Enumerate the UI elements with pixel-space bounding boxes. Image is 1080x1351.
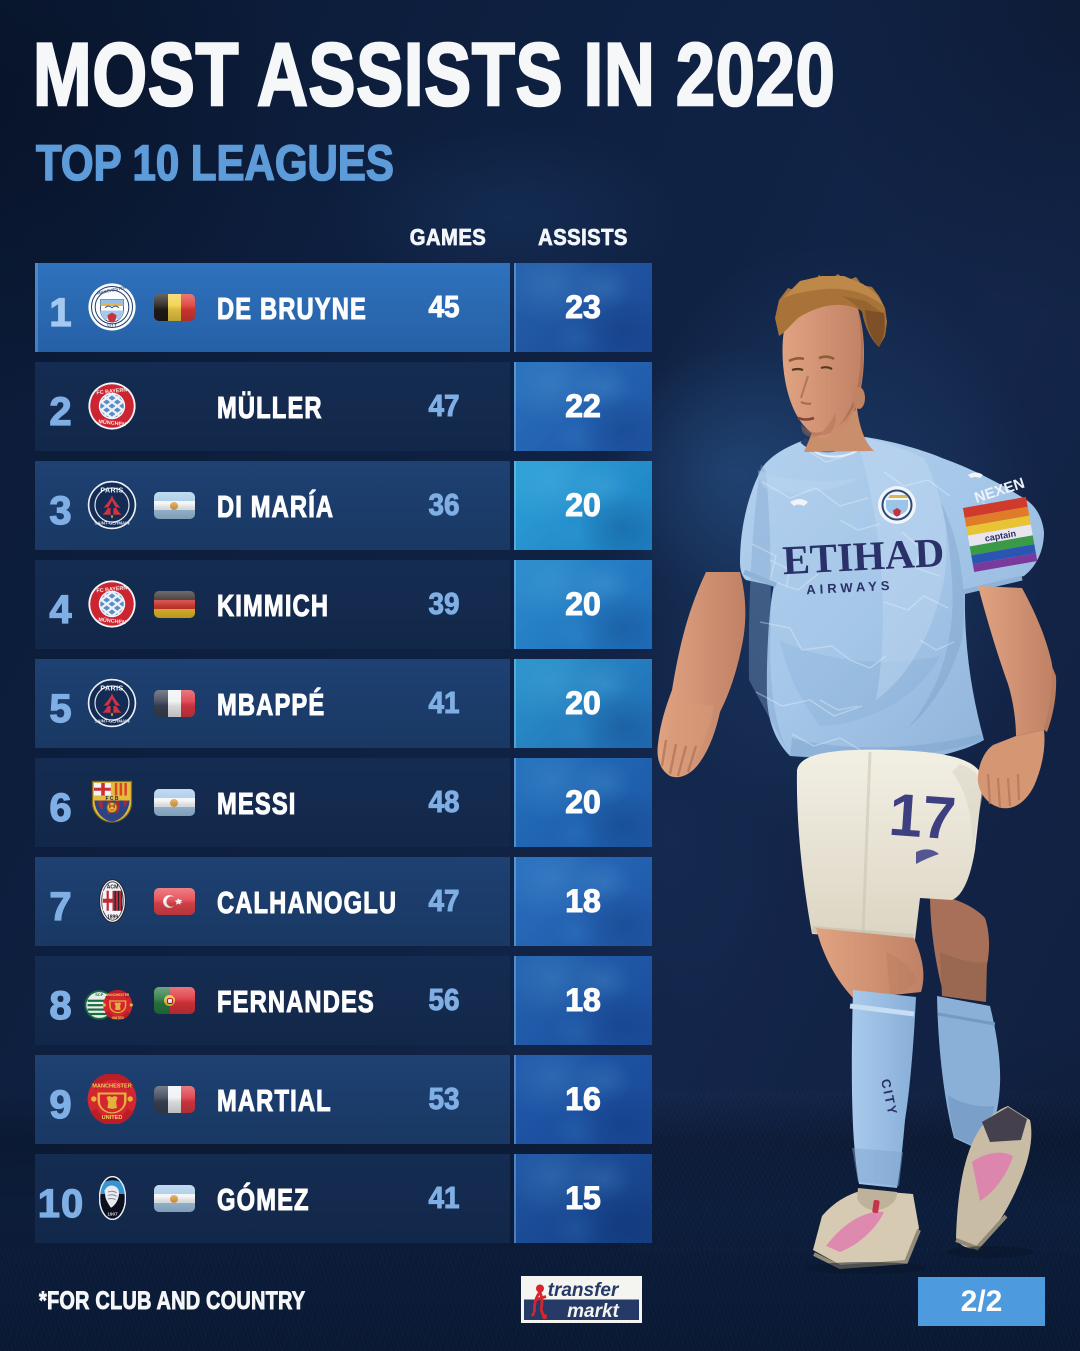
svg-text:CITY: CITY bbox=[107, 322, 117, 327]
svg-text:MÜNCHEN: MÜNCHEN bbox=[98, 616, 126, 626]
svg-text:MANCHESTER: MANCHESTER bbox=[106, 993, 130, 997]
svg-text:PARIS: PARIS bbox=[100, 686, 123, 693]
svg-text:MÜNCHEN: MÜNCHEN bbox=[98, 418, 126, 428]
svg-text:UNITED: UNITED bbox=[112, 1016, 125, 1020]
svg-text:FC BAYERN: FC BAYERN bbox=[96, 585, 128, 594]
svg-text:ACM: ACM bbox=[106, 885, 118, 891]
svg-text:SAINT-GERMAIN: SAINT-GERMAIN bbox=[94, 521, 129, 526]
svg-text:PARIS: PARIS bbox=[100, 488, 123, 495]
svg-text:AIRWAYS: AIRWAYS bbox=[806, 578, 894, 598]
svg-text:1907: 1907 bbox=[107, 1212, 118, 1217]
svg-text:FC BAYERN: FC BAYERN bbox=[96, 387, 128, 396]
svg-text:ETIHAD: ETIHAD bbox=[781, 529, 945, 583]
svg-text:1899: 1899 bbox=[106, 914, 117, 920]
svg-text:SCP: SCP bbox=[95, 992, 104, 997]
svg-text:F C B: F C B bbox=[105, 796, 118, 802]
svg-text:17: 17 bbox=[887, 781, 958, 852]
svg-text:MANCHESTER: MANCHESTER bbox=[97, 285, 127, 296]
svg-text:transfer: transfer bbox=[548, 1280, 620, 1301]
svg-text:markt: markt bbox=[567, 1301, 619, 1322]
svg-text:SAINT-GERMAIN: SAINT-GERMAIN bbox=[94, 719, 129, 724]
svg-text:MANCHESTER: MANCHESTER bbox=[92, 1084, 131, 1090]
svg-text:UNITED: UNITED bbox=[102, 1115, 123, 1121]
